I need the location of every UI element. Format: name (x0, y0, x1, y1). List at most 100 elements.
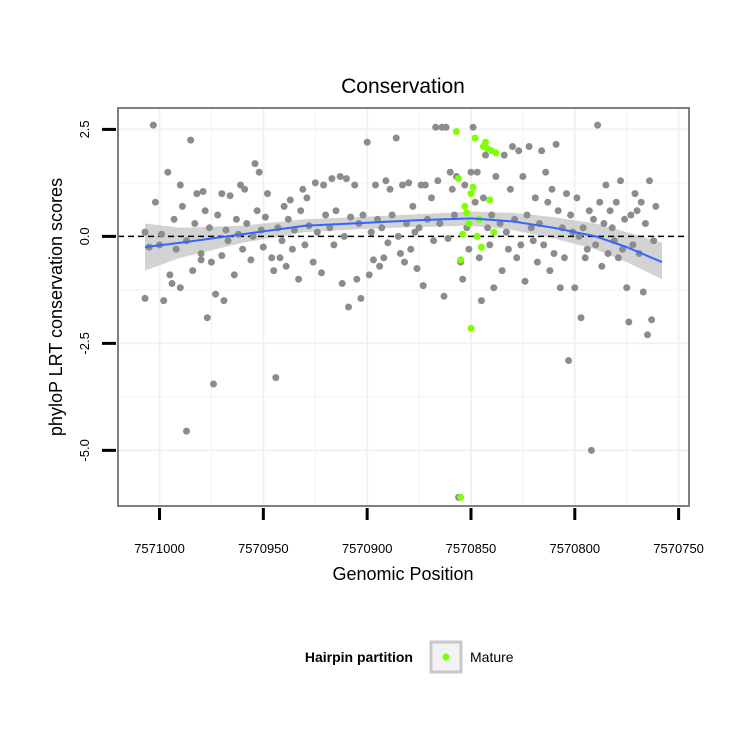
data-point-other (590, 215, 597, 223)
data-point-mature (457, 256, 465, 264)
data-point-other (639, 288, 647, 296)
data-point-other (332, 207, 340, 215)
data-point-other (318, 269, 325, 277)
data-point-other (650, 237, 658, 245)
data-point-other (322, 211, 330, 219)
data-point-other (253, 207, 261, 215)
data-point-other (303, 194, 311, 202)
data-point-other (496, 220, 504, 227)
smooth-line-layer (144, 217, 663, 264)
data-point-other (365, 271, 373, 279)
data-point-other (621, 215, 629, 223)
data-point-other (461, 181, 469, 189)
data-point-other (272, 374, 280, 382)
data-point-other (434, 177, 442, 185)
data-point-other (380, 254, 388, 262)
data-point-other (224, 237, 232, 245)
data-point-other (201, 207, 209, 215)
data-point-other (627, 211, 635, 219)
data-point-other (598, 262, 606, 270)
data-point-other (521, 277, 529, 285)
data-point-other (205, 224, 213, 232)
data-point-other (554, 207, 562, 215)
data-point-other (249, 232, 257, 240)
data-point-other (594, 121, 602, 129)
panel-border (117, 107, 690, 507)
data-point-other (261, 213, 269, 221)
data-point-other (641, 220, 649, 227)
data-point-other (141, 294, 149, 302)
data-point-other (531, 194, 539, 202)
data-point-other (513, 254, 521, 262)
data-point-other (338, 280, 346, 287)
data-point-other (388, 211, 396, 219)
data-point-other (199, 188, 207, 195)
data-point-other (347, 213, 355, 221)
data-point-other (166, 271, 174, 279)
data-point-mature (467, 324, 475, 332)
data-point-other (189, 267, 197, 275)
y-tick-label: -2.5 (77, 332, 92, 354)
data-point-mature (465, 220, 473, 227)
data-point-other (473, 168, 481, 176)
data-point-other (419, 282, 427, 290)
data-point-other (330, 241, 338, 249)
data-point-other (459, 275, 467, 283)
legend-entry-mature: Mature (470, 649, 514, 665)
data-point-other (617, 177, 624, 185)
data-point-other (644, 331, 651, 339)
data-point-other (583, 245, 591, 253)
data-point-other (372, 181, 379, 189)
data-point-other (600, 220, 608, 227)
data-point-other (311, 179, 319, 187)
data-point-other (176, 181, 184, 189)
data-point-other (309, 258, 317, 266)
x-tick-label: 7570950 (238, 541, 289, 556)
data-point-other (575, 232, 583, 240)
data-point-mature (463, 209, 471, 217)
data-point-mature (492, 149, 500, 157)
data-point-other (392, 134, 400, 142)
data-point-other (573, 194, 581, 202)
data-point-other (421, 181, 429, 189)
data-point-other (475, 254, 483, 262)
data-point-other (592, 241, 600, 249)
data-point-mature (490, 228, 498, 236)
data-point-other (544, 198, 552, 206)
data-point-other (540, 241, 548, 249)
data-point-other (237, 181, 244, 189)
x-tick-label: 7570750 (653, 541, 704, 556)
data-point-other (295, 275, 303, 283)
data-point-other (247, 256, 255, 264)
legend-title: Hairpin partition (305, 649, 413, 665)
data-point-other (602, 181, 610, 189)
data-point-other (492, 173, 500, 180)
y-axis-label: phyloP LRT conservation scores (46, 178, 66, 436)
data-point-other (210, 380, 217, 388)
data-point-other (567, 211, 575, 219)
data-point-other (477, 297, 485, 305)
data-point-other (369, 256, 377, 264)
data-point-mature (467, 190, 475, 198)
x-tick-label: 7570800 (549, 541, 600, 556)
data-point-other (374, 215, 381, 223)
data-point-other (351, 181, 359, 189)
data-point-other (218, 252, 226, 260)
data-point-other (596, 198, 604, 206)
data-point-other (538, 147, 546, 155)
data-point-other (191, 220, 199, 227)
data-point-other (214, 211, 222, 219)
data-point-other (500, 151, 508, 159)
data-point-other (230, 271, 238, 279)
data-point-other (280, 202, 288, 210)
data-point-other (631, 190, 639, 198)
data-point-other (141, 228, 149, 236)
data-point-other (484, 224, 492, 232)
data-point-other (220, 297, 228, 305)
data-point-mature (471, 134, 479, 142)
data-point-other (467, 168, 475, 176)
data-point-other (604, 250, 612, 257)
data-point-other (367, 228, 375, 236)
x-axis: 7571000 7570950 7570900 7570850 7570800 75707… (134, 508, 704, 556)
data-point-other (415, 224, 423, 232)
